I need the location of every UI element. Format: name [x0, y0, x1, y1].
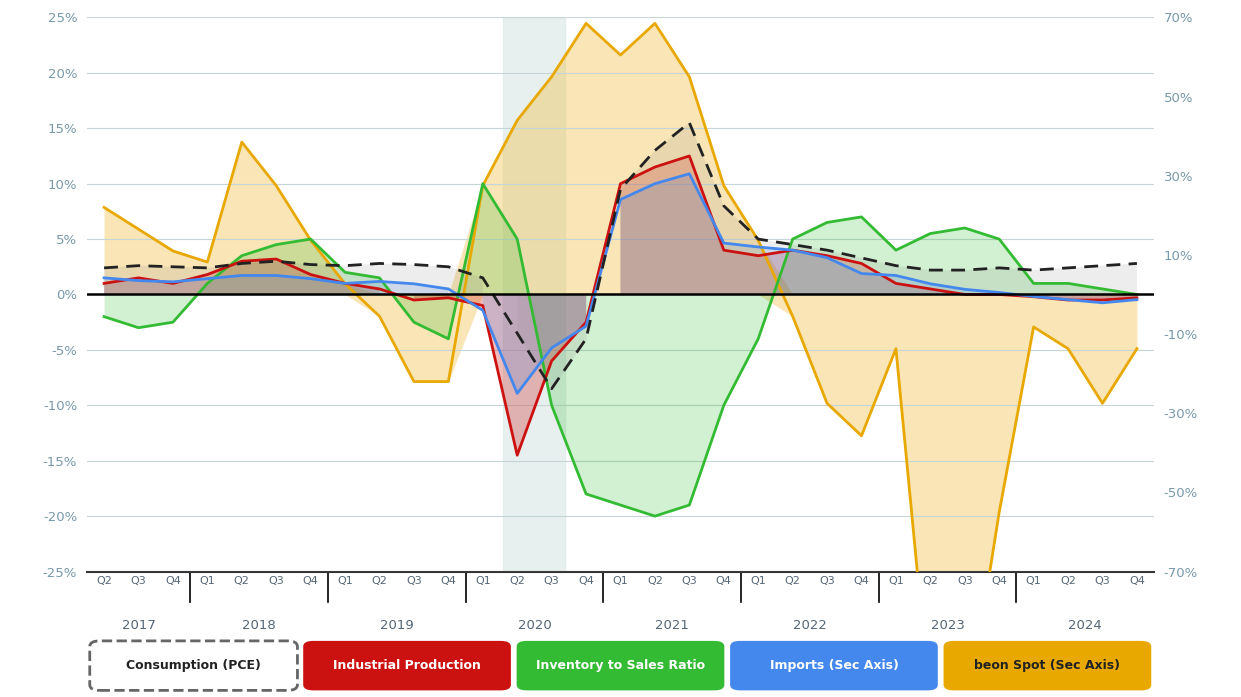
Bar: [504, 17, 566, 572]
Text: 2017: 2017: [122, 619, 155, 631]
Text: Consumption (PCE): Consumption (PCE): [127, 659, 261, 672]
Text: 2021: 2021: [655, 619, 689, 631]
Text: 2018: 2018: [242, 619, 276, 631]
Text: Imports (Sec Axis): Imports (Sec Axis): [769, 659, 898, 672]
Text: Inventory to Sales Ratio: Inventory to Sales Ratio: [536, 659, 705, 672]
Text: beon Spot (Sec Axis): beon Spot (Sec Axis): [974, 659, 1121, 672]
Text: 2024: 2024: [1069, 619, 1102, 631]
Text: 2019: 2019: [380, 619, 413, 631]
Text: 2022: 2022: [793, 619, 827, 631]
Text: Industrial Production: Industrial Production: [333, 659, 482, 672]
Text: 2020: 2020: [517, 619, 551, 631]
Text: 2023: 2023: [931, 619, 964, 631]
